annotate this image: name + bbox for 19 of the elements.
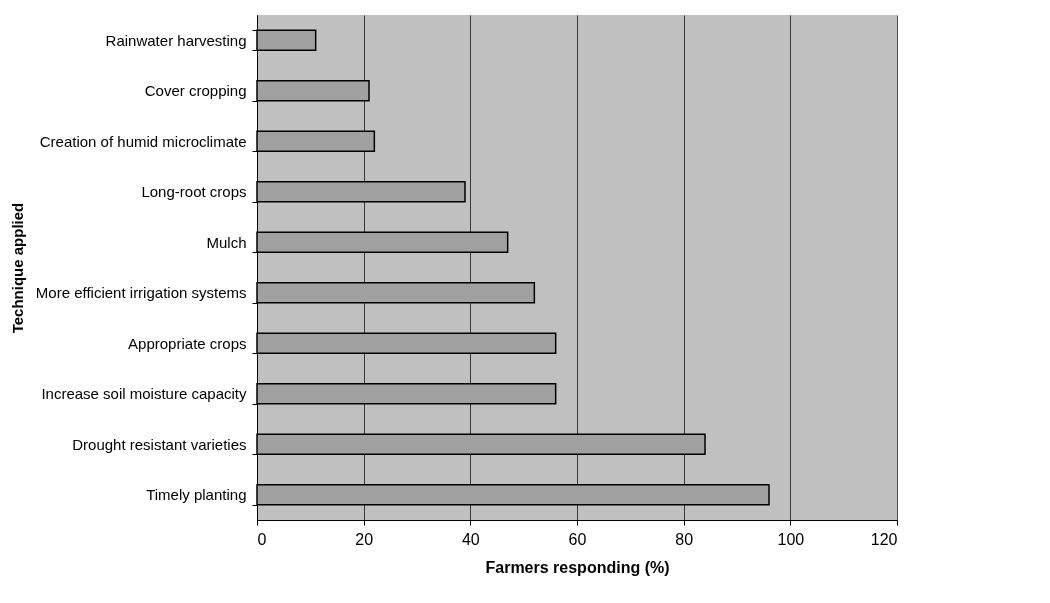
y-tick-label: Long-root crops: [141, 183, 247, 201]
y-tick-label: Creation of humid microclimate: [39, 132, 247, 150]
x-tick-label: 60: [568, 530, 587, 548]
x-tick-label: 0: [257, 530, 267, 548]
x-axis-title: Farmers responding (%): [485, 558, 670, 576]
x-tick-label: 100: [777, 530, 805, 548]
y-tick-label: Drought resistant varieties: [72, 435, 247, 453]
y-tick-label: Appropriate crops: [128, 334, 247, 352]
y-tick-label: Increase soil moisture capacity: [41, 385, 247, 403]
x-tick-label: 40: [461, 530, 480, 548]
x-tick-label: 20: [355, 530, 374, 548]
x-tick-label: 120: [870, 530, 898, 548]
y-axis-title: Technique applied: [8, 202, 26, 334]
x-tick-label: 80: [675, 530, 694, 548]
y-tick-label: Rainwater harvesting: [105, 31, 247, 49]
y-tick-label: Cover cropping: [144, 82, 247, 100]
y-tick-label: More efficient irrigation systems: [35, 284, 247, 302]
y-tick-label: Mulch: [206, 233, 247, 251]
y-tick-label: Timely planting: [146, 486, 247, 504]
